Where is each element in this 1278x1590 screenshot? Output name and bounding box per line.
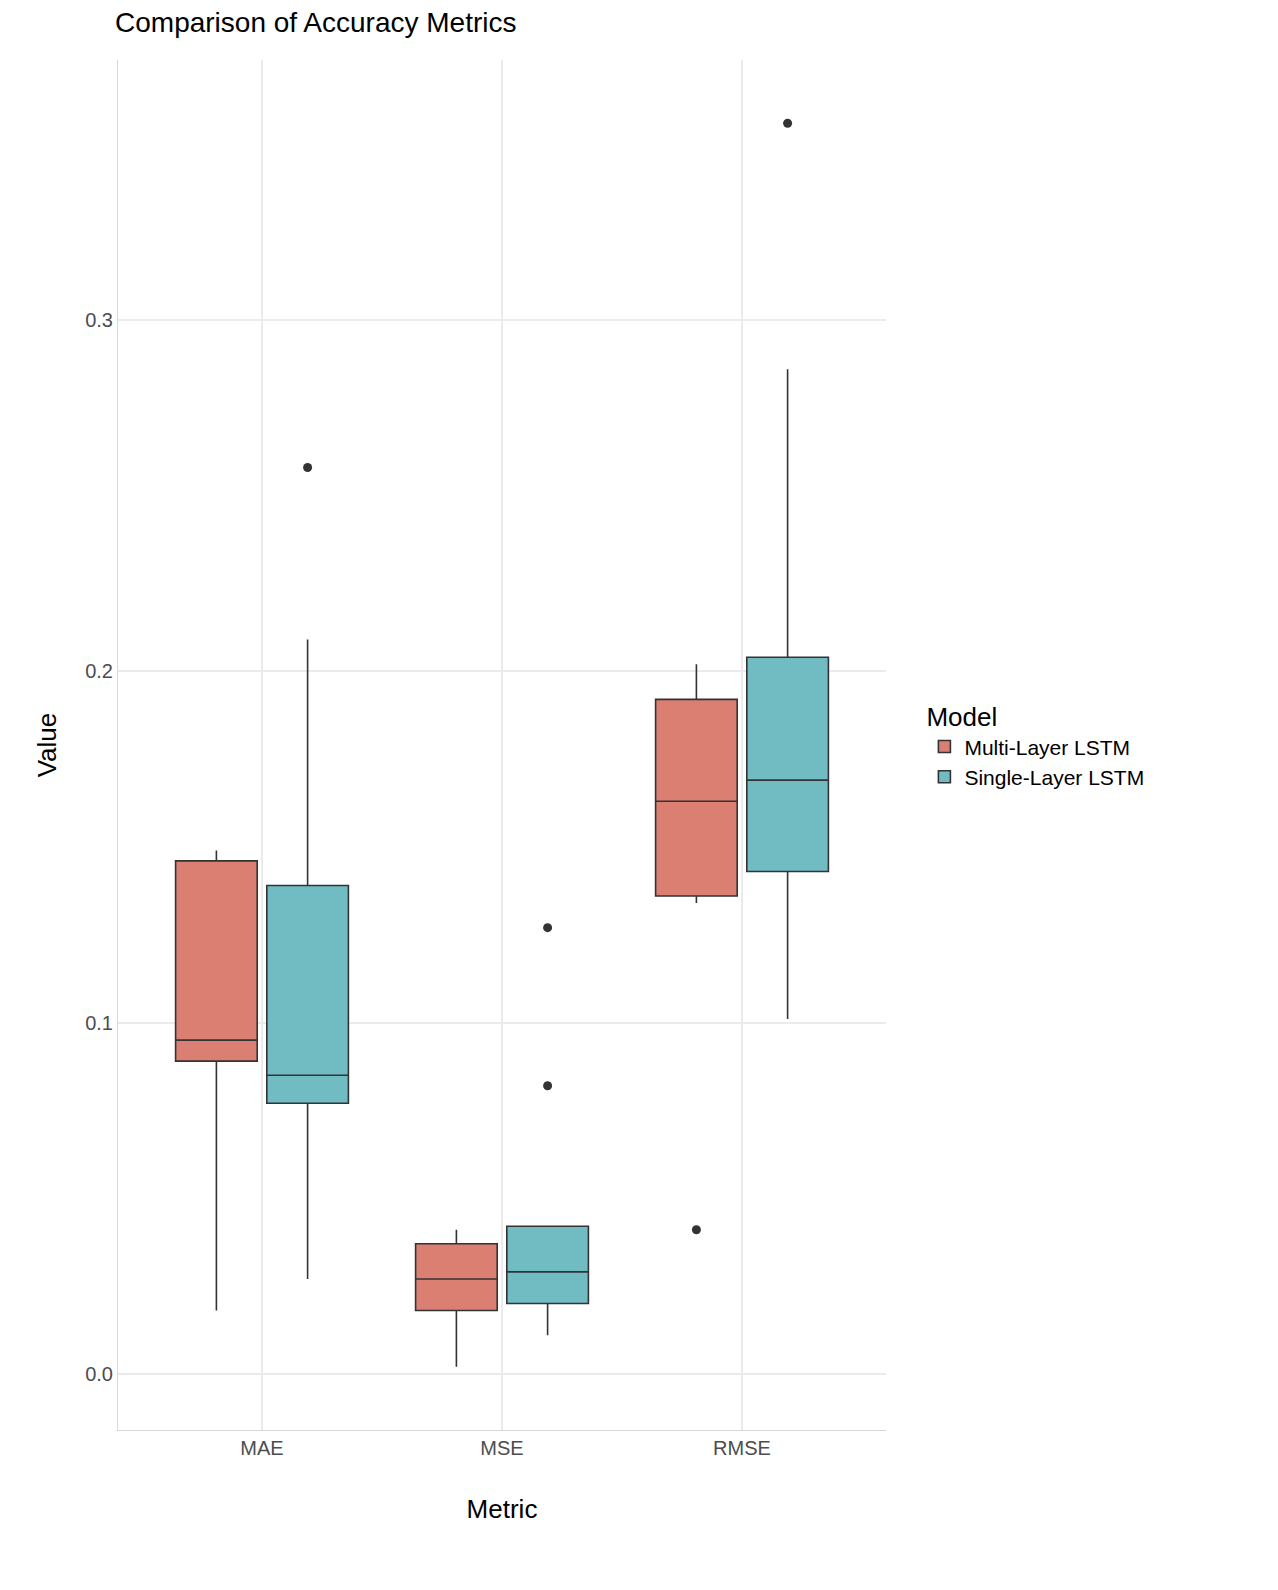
svg-text:Metric: Metric [467, 1494, 538, 1524]
svg-text:0.3: 0.3 [85, 309, 113, 331]
svg-text:Multi-Layer LSTM: Multi-Layer LSTM [964, 736, 1130, 759]
svg-text:MSE: MSE [480, 1437, 523, 1459]
svg-text:0.1: 0.1 [85, 1012, 113, 1034]
svg-text:Comparison of Accuracy Metrics: Comparison of Accuracy Metrics [115, 7, 516, 38]
svg-text:MAE: MAE [240, 1437, 283, 1459]
svg-text:Value: Value [32, 713, 62, 778]
svg-text:RMSE: RMSE [713, 1437, 771, 1459]
svg-text:0.0: 0.0 [85, 1363, 113, 1385]
svg-text:Single-Layer LSTM: Single-Layer LSTM [964, 766, 1144, 789]
svg-text:0.2: 0.2 [85, 660, 113, 682]
svg-text:Model: Model [926, 702, 997, 732]
